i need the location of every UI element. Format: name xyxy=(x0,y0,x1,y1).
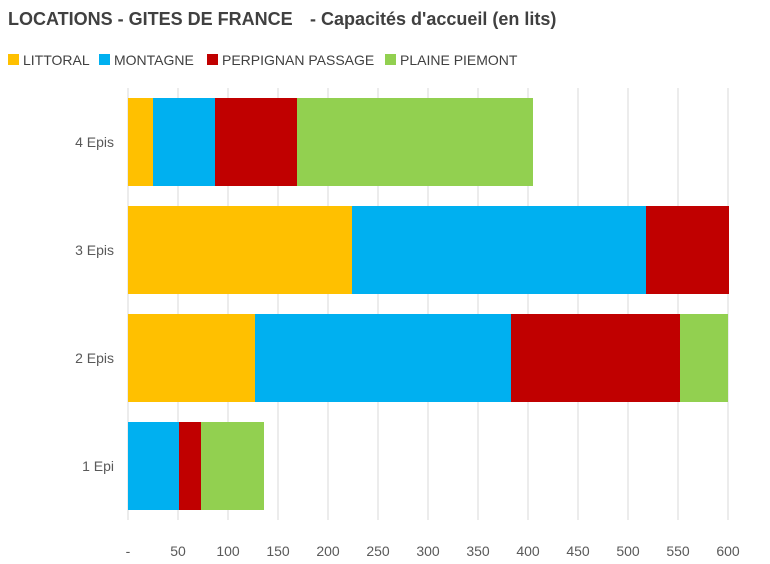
x-tick-label-350: 350 xyxy=(466,543,490,559)
bar-4-epis-littoral xyxy=(128,98,153,186)
bar-1-epi-plaine-piemont xyxy=(201,422,264,510)
legend-label-montagne: MONTAGNE xyxy=(114,52,194,68)
chart-subtitle: - Capacités d'accueil (en lits) xyxy=(310,9,556,29)
legend-swatch-littoral xyxy=(8,54,19,65)
x-tick-label-50: 50 xyxy=(170,543,186,559)
legend: LITTORAL MONTAGNE PERPIGNAN PASSAGE PLAINE … xyxy=(8,52,518,68)
category-label-4-epis: 4 Epis xyxy=(75,134,114,150)
bar-3-epis-montagne xyxy=(352,206,646,294)
bar-4-epis-plaine-piemont xyxy=(297,98,533,186)
bar-4-epis-montagne xyxy=(153,98,215,186)
bars xyxy=(128,98,729,510)
legend-swatch-plaine-piemont xyxy=(385,54,396,65)
x-axis-tick-labels: - 50 100 150 200 250 300 350 400 450 500 550 600 xyxy=(126,543,740,559)
x-tick-label-250: 250 xyxy=(366,543,390,559)
bar-2-epis-littoral xyxy=(128,314,255,402)
bar-2-epis-montagne xyxy=(255,314,511,402)
chart-title: LOCATIONS - GITES DE FRANCE xyxy=(8,9,293,29)
x-tick-label-200: 200 xyxy=(316,543,340,559)
x-tick-label-0: - xyxy=(126,543,131,559)
category-label-1-epi: 1 Epi xyxy=(82,458,114,474)
legend-swatch-montagne xyxy=(99,54,110,65)
legend-label-plaine-piemont: PLAINE PIEMONT xyxy=(400,52,518,68)
legend-label-perpignan-passage: PERPIGNAN PASSAGE xyxy=(222,52,374,68)
x-tick-label-100: 100 xyxy=(216,543,240,559)
x-tick-label-600: 600 xyxy=(716,543,740,559)
bar-1-epi-montagne xyxy=(128,422,179,510)
x-tick-label-550: 550 xyxy=(666,543,690,559)
bar-2-epis-perpignan-passage xyxy=(511,314,680,402)
x-tick-label-450: 450 xyxy=(566,543,590,559)
x-tick-label-300: 300 xyxy=(416,543,440,559)
legend-label-littoral: LITTORAL xyxy=(23,52,90,68)
legend-swatch-perpignan-passage xyxy=(207,54,218,65)
x-tick-label-500: 500 xyxy=(616,543,640,559)
category-label-2-epis: 2 Epis xyxy=(75,350,114,366)
x-tick-label-400: 400 xyxy=(516,543,540,559)
bar-3-epis-littoral xyxy=(128,206,352,294)
category-label-3-epis: 3 Epis xyxy=(75,242,114,258)
bar-2-epis-plaine-piemont xyxy=(680,314,728,402)
bar-3-epis-perpignan-passage xyxy=(646,206,729,294)
bar-1-epi-perpignan-passage xyxy=(179,422,201,510)
bar-4-epis-perpignan-passage xyxy=(215,98,297,186)
x-tick-label-150: 150 xyxy=(266,543,290,559)
category-labels: 4 Epis 3 Epis 2 Epis 1 Epi xyxy=(75,134,114,474)
